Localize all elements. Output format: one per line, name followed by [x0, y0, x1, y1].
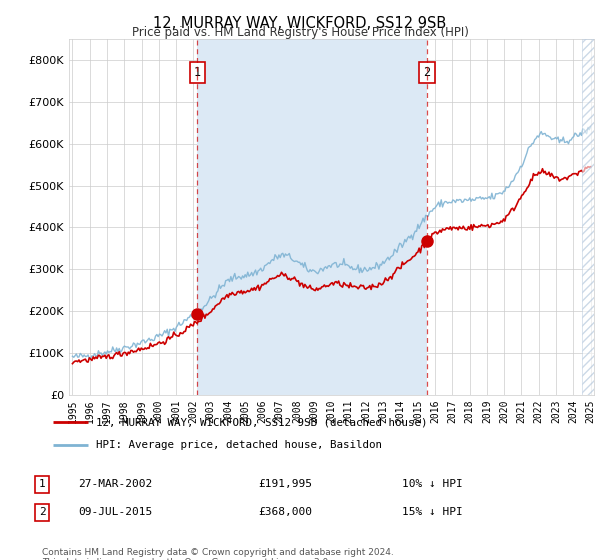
- Text: 2: 2: [423, 66, 430, 79]
- Text: 27-MAR-2002: 27-MAR-2002: [78, 479, 152, 489]
- Text: £191,995: £191,995: [258, 479, 312, 489]
- Text: 12, MURRAY WAY, WICKFORD, SS12 9SB (detached house): 12, MURRAY WAY, WICKFORD, SS12 9SB (deta…: [96, 417, 427, 427]
- Text: 12, MURRAY WAY, WICKFORD, SS12 9SB: 12, MURRAY WAY, WICKFORD, SS12 9SB: [154, 16, 446, 31]
- Text: 09-JUL-2015: 09-JUL-2015: [78, 507, 152, 517]
- Text: HPI: Average price, detached house, Basildon: HPI: Average price, detached house, Basi…: [96, 440, 382, 450]
- Text: 15% ↓ HPI: 15% ↓ HPI: [402, 507, 463, 517]
- Text: 2: 2: [38, 507, 46, 517]
- Text: 10% ↓ HPI: 10% ↓ HPI: [402, 479, 463, 489]
- Text: Price paid vs. HM Land Registry's House Price Index (HPI): Price paid vs. HM Land Registry's House …: [131, 26, 469, 39]
- Text: £368,000: £368,000: [258, 507, 312, 517]
- Text: Contains HM Land Registry data © Crown copyright and database right 2024.
This d: Contains HM Land Registry data © Crown c…: [42, 548, 394, 560]
- Text: 1: 1: [194, 66, 201, 79]
- Bar: [197, 39, 427, 395]
- Text: 1: 1: [38, 479, 46, 489]
